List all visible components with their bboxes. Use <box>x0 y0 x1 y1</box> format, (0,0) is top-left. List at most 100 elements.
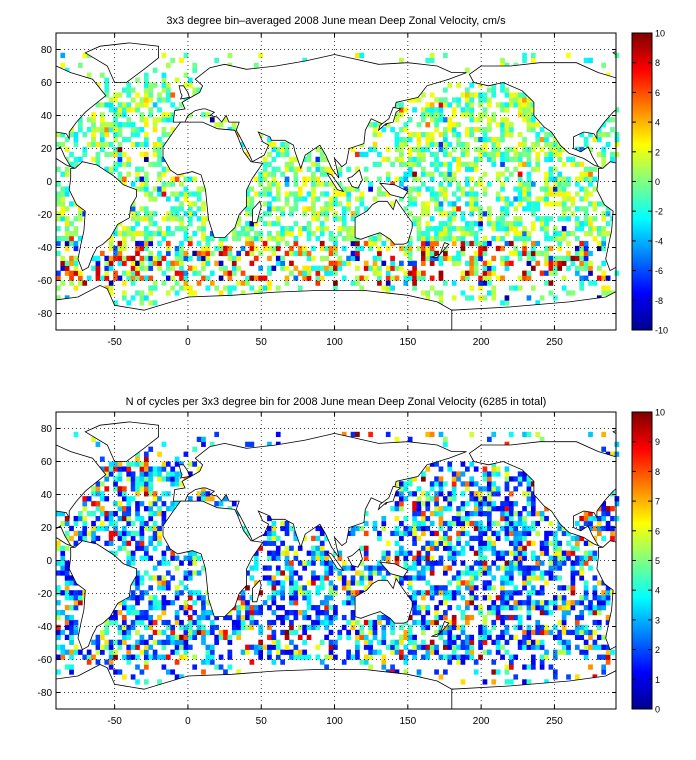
bin-cell <box>390 649 395 655</box>
bin-cell <box>324 270 329 276</box>
bin-cell <box>526 201 532 207</box>
bin-cell <box>429 161 435 167</box>
bin-cell <box>451 520 457 527</box>
bin-cell <box>508 122 514 128</box>
bin-cell <box>552 231 558 237</box>
bin-cell <box>504 255 510 261</box>
bin-cell <box>482 560 488 566</box>
bin-cell <box>293 614 299 621</box>
coastline <box>379 561 409 578</box>
bin-cell <box>500 211 505 217</box>
bin-cell <box>284 614 290 621</box>
bin-cell <box>482 280 488 286</box>
bin-cell <box>64 260 70 266</box>
bin-cell <box>574 146 580 153</box>
bin-cell <box>429 619 435 626</box>
bin-cell <box>315 605 321 611</box>
bin-cell <box>500 156 505 162</box>
bin-cell <box>333 550 338 556</box>
bin-cell <box>280 231 285 237</box>
bin-cell <box>117 156 123 162</box>
bin-cell <box>434 112 439 118</box>
bin-cell <box>117 127 123 133</box>
bin-cell <box>412 186 417 192</box>
bin-cell <box>99 127 105 133</box>
bin-cell <box>482 471 488 477</box>
y-tick-label: 40 <box>41 490 53 501</box>
bin-cell <box>319 580 325 586</box>
bin-cell <box>143 659 149 665</box>
bin-cell <box>350 575 356 581</box>
bin-cell <box>610 127 615 133</box>
bin-cell <box>161 595 167 601</box>
bin-cell <box>302 211 307 217</box>
bin-cell <box>491 82 497 88</box>
bin-cell <box>495 595 501 601</box>
bin-cell <box>284 151 290 158</box>
bin-cell <box>579 176 585 182</box>
bin-cell <box>284 191 290 197</box>
bin-cell <box>548 156 554 162</box>
bin-cell <box>407 580 413 586</box>
bin-cell <box>82 530 88 537</box>
bin-cell <box>337 191 343 197</box>
bin-cell <box>429 176 435 182</box>
bin-cell <box>139 575 145 581</box>
bin-cell <box>469 585 475 591</box>
bin-cell <box>381 555 387 561</box>
bin-cell <box>293 235 299 242</box>
bin-cell <box>161 216 167 222</box>
bin-cell <box>135 456 140 462</box>
bin-cell <box>174 191 180 197</box>
bin-cell <box>126 300 132 306</box>
y-tick-label: 60 <box>41 457 53 468</box>
bin-cell <box>557 550 563 556</box>
bin-cell <box>95 102 101 108</box>
bin-cell <box>77 535 83 541</box>
bin-cell <box>82 515 88 522</box>
bin-cell <box>535 156 541 162</box>
bin-cell <box>491 639 497 645</box>
bin-cell <box>557 151 563 158</box>
bin-cell <box>451 590 457 596</box>
bin-cell <box>385 245 391 252</box>
bin-cell <box>161 575 167 581</box>
bin-cell <box>583 166 589 172</box>
bin-cell <box>579 565 585 571</box>
bin-cell <box>469 431 475 438</box>
bin-cell <box>478 570 483 576</box>
bin-cell <box>161 619 167 626</box>
bin-cell <box>148 624 154 631</box>
bin-cell <box>240 649 246 655</box>
bin-cell <box>412 520 417 527</box>
bin-cell <box>429 216 435 222</box>
bin-cell <box>513 476 519 482</box>
bin-cell <box>315 156 321 162</box>
bin-cell <box>460 520 466 527</box>
bin-cell <box>179 255 184 261</box>
bin-cell <box>60 629 66 636</box>
bin-cell <box>500 161 505 167</box>
bin-cell <box>275 654 281 660</box>
bin-cell <box>500 629 505 636</box>
bin-cell <box>249 575 255 581</box>
bin-cell <box>508 525 514 532</box>
bin-cell <box>350 240 356 247</box>
bin-cell <box>399 57 404 63</box>
bin-cell <box>341 585 347 591</box>
bin-cell <box>152 491 158 497</box>
bin-cell <box>399 260 404 266</box>
bin-cell <box>192 67 198 73</box>
bin-cell <box>522 585 527 591</box>
bin-cell <box>139 117 145 123</box>
bin-cell <box>377 255 382 261</box>
bin-cell <box>486 610 492 616</box>
bin-cell <box>561 530 567 537</box>
bin-cell <box>135 540 140 546</box>
bin-cell <box>117 669 123 675</box>
bin-cell <box>143 231 149 237</box>
bin-cell <box>73 231 79 237</box>
bin-cell <box>117 466 123 472</box>
bin-cell <box>143 245 149 252</box>
coastline <box>379 182 409 199</box>
